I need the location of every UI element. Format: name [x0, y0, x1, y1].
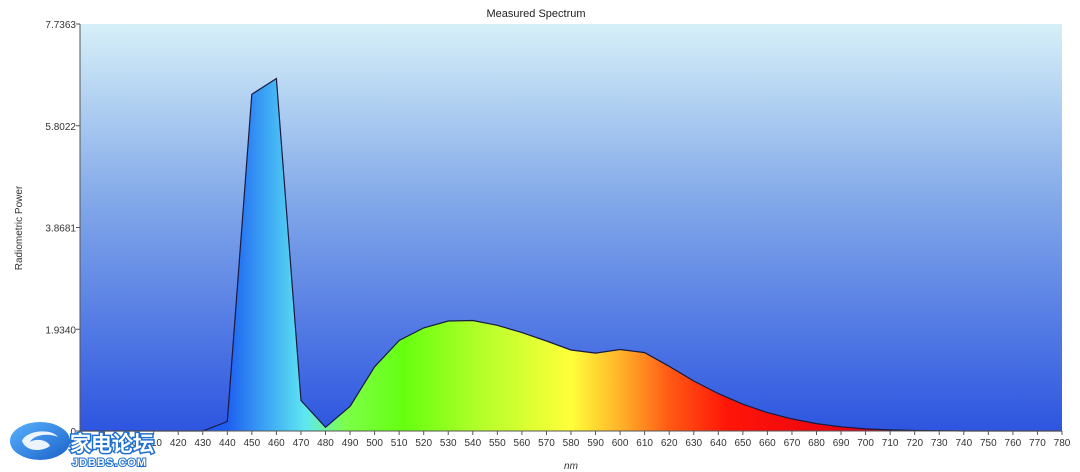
x-tick-label: 480 [317, 438, 334, 449]
x-tick-label: 620 [661, 438, 678, 449]
y-tick-label: 1.9340 [45, 325, 76, 336]
y-tick-label: 5.8022 [45, 122, 76, 133]
watermark-logo: 家电论坛 JDBBS.COM [8, 420, 156, 470]
x-tick-label: 740 [955, 438, 972, 449]
x-tick-label: 760 [1005, 438, 1022, 449]
x-tick-label: 630 [685, 438, 702, 449]
x-tick-label: 690 [833, 438, 850, 449]
x-tick-label: 400 [121, 438, 138, 449]
x-tick-label: 520 [415, 438, 432, 449]
x-tick-label: 650 [735, 438, 752, 449]
spectrum-area [80, 78, 1062, 431]
x-tick-label: 410 [145, 438, 162, 449]
x-tick-label: 600 [612, 438, 629, 449]
x-tick-label: 680 [808, 438, 825, 449]
spectrum-line [80, 77, 1062, 432]
x-tick-label: 640 [710, 438, 727, 449]
watermark-text: 家电论坛 [70, 432, 154, 456]
x-tick-label: 490 [342, 438, 359, 449]
y-tick-label: 7.7363 [45, 20, 76, 31]
x-tick-label: 670 [784, 438, 801, 449]
x-tick-label: 420 [170, 438, 187, 449]
y-ticks: 7.7363 5.8022 3.8681 1.9340 0 [45, 20, 80, 438]
x-tick-label: 700 [857, 438, 874, 449]
x-tick-label: 720 [906, 438, 923, 449]
x-tick-label: 470 [293, 438, 310, 449]
x-tick-label: 730 [931, 438, 948, 449]
x-tick-label: 530 [440, 438, 457, 449]
y-axis-label: Radiometric Power [14, 185, 25, 270]
y-tick-label: 0 [70, 427, 76, 438]
x-tick-label: 500 [366, 438, 383, 449]
x-tick-label: 450 [244, 438, 261, 449]
x-axis-label: nm [564, 461, 578, 472]
x-tick-label: 610 [636, 438, 653, 449]
x-tick-label: 770 [1029, 438, 1046, 449]
x-tick-label: 440 [219, 438, 236, 449]
x-ticks: 380 390 400 410 420 430 440 450 460 470 480 490 500 5… [72, 431, 1071, 449]
x-tick-label: 550 [489, 438, 506, 449]
x-tick-label: 390 [96, 438, 113, 449]
x-tick-label: 430 [194, 438, 211, 449]
x-tick-label: 560 [514, 438, 531, 449]
x-tick-label: 780 [1054, 438, 1071, 449]
x-tick-label: 380 [72, 438, 89, 449]
x-tick-label: 710 [882, 438, 899, 449]
x-tick-label: 510 [391, 438, 408, 449]
x-tick-label: 540 [464, 438, 481, 449]
y-tick-label: 3.8681 [45, 224, 76, 235]
x-tick-label: 660 [759, 438, 776, 449]
x-tick-label: 590 [587, 438, 604, 449]
watermark-url: JDBBS.COM [72, 457, 147, 469]
x-tick-label: 750 [980, 438, 997, 449]
chart-title: Measured Spectrum [486, 8, 585, 20]
x-tick-label: 570 [538, 438, 555, 449]
x-tick-label: 580 [563, 438, 580, 449]
logo-swirl-inner-icon [22, 431, 58, 451]
x-tick-label: 460 [268, 438, 285, 449]
